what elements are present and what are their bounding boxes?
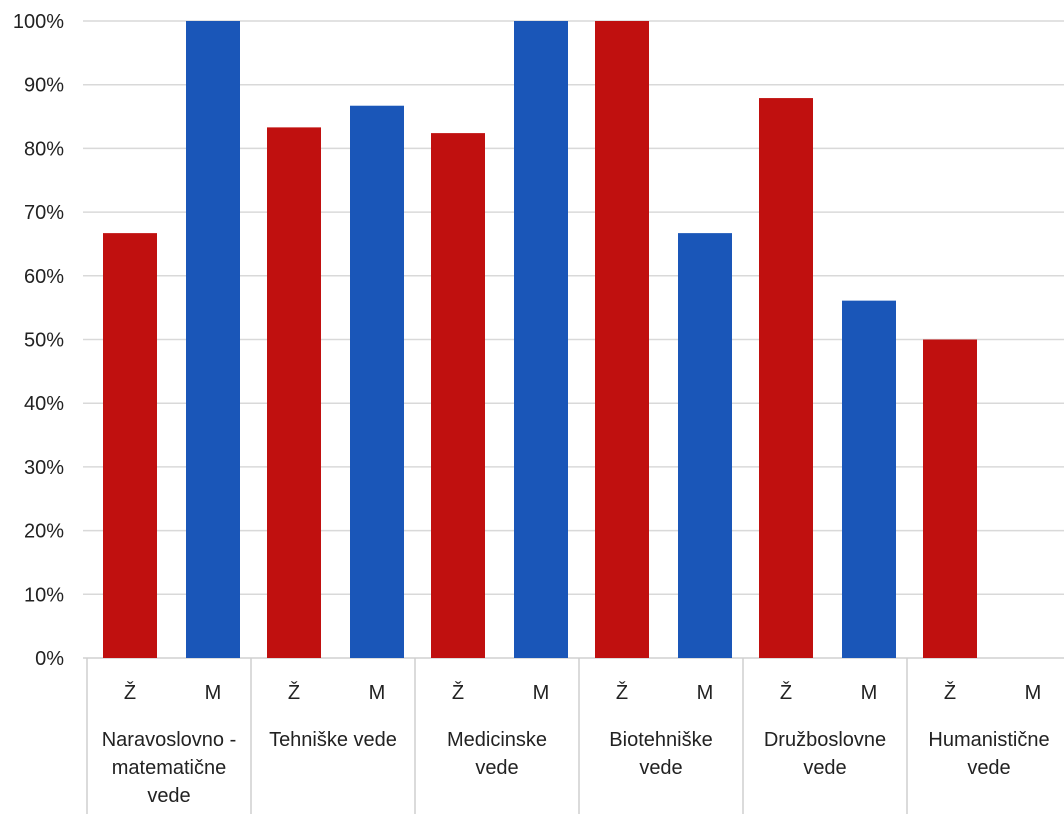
- gender-label: Ž: [616, 681, 628, 704]
- category-label: vede: [803, 757, 846, 779]
- bar: [514, 21, 568, 658]
- category-label: matematične: [112, 757, 227, 779]
- bar: [923, 339, 977, 658]
- category-label: vede: [147, 785, 190, 807]
- bar: [759, 98, 813, 658]
- y-tick-label: 30%: [24, 457, 64, 479]
- category-label: Medicinske: [447, 729, 547, 751]
- bar: [186, 21, 240, 658]
- y-tick-label: 10%: [24, 584, 64, 606]
- y-tick-label: 80%: [24, 138, 64, 160]
- bar: [595, 21, 649, 658]
- gender-label: M: [205, 682, 222, 704]
- gender-label: Ž: [780, 681, 792, 704]
- y-tick-label: 70%: [24, 202, 64, 224]
- y-tick-label: 90%: [24, 75, 64, 97]
- gender-label: M: [861, 682, 878, 704]
- y-tick-label: 60%: [24, 266, 64, 288]
- y-tick-label: 100%: [13, 11, 64, 33]
- gender-label: Ž: [944, 681, 956, 704]
- category-label: Humanistične: [928, 729, 1049, 751]
- gender-label: Ž: [288, 681, 300, 704]
- category-label: Tehniške vede: [269, 729, 397, 751]
- bar: [678, 233, 732, 658]
- category-label: vede: [639, 757, 682, 779]
- gender-label: M: [369, 682, 386, 704]
- category-label: Naravoslovno -: [102, 729, 237, 751]
- y-tick-label: 50%: [24, 330, 64, 352]
- bar: [350, 105, 404, 658]
- bar: [103, 233, 157, 658]
- bar: [842, 300, 896, 658]
- category-label: Družboslovne: [764, 729, 886, 751]
- y-tick-label: 0%: [35, 648, 64, 670]
- y-tick-label: 20%: [24, 521, 64, 543]
- gender-label: Ž: [124, 681, 136, 704]
- gender-label: Ž: [452, 681, 464, 704]
- category-label: Biotehniške: [609, 729, 712, 751]
- gender-label: M: [697, 682, 714, 704]
- category-label: vede: [967, 757, 1010, 779]
- category-label: vede: [475, 757, 518, 779]
- bar: [267, 127, 321, 658]
- y-tick-label: 40%: [24, 393, 64, 415]
- gender-label: M: [1025, 682, 1042, 704]
- gender-label: M: [533, 682, 550, 704]
- bar: [431, 133, 485, 658]
